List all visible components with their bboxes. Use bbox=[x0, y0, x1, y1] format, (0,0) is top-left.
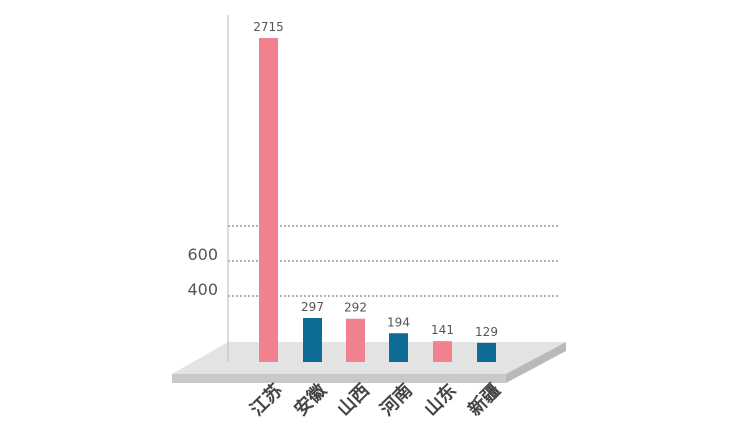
floor-front bbox=[172, 374, 506, 383]
category-labels: 江苏 安徽 山西 河南 山东 新疆 bbox=[246, 379, 505, 421]
category-label: 山西 bbox=[333, 380, 373, 420]
category-label: 江苏 bbox=[246, 379, 287, 420]
bar-4 bbox=[433, 341, 452, 362]
bar-series bbox=[259, 38, 496, 362]
data-label: 2715 bbox=[253, 20, 284, 34]
floor-top bbox=[172, 342, 566, 374]
data-label: 194 bbox=[387, 315, 410, 329]
y-tick-label: 600 bbox=[187, 245, 218, 264]
category-label: 河南 bbox=[376, 379, 417, 420]
data-label: 129 bbox=[475, 325, 498, 339]
data-labels: 2715 297 292 194 141 129 bbox=[253, 20, 498, 339]
y-tick-labels: 400 600 bbox=[187, 245, 218, 299]
bar-2 bbox=[346, 318, 365, 362]
bar-1 bbox=[303, 318, 322, 362]
bar-3 bbox=[389, 333, 408, 362]
category-label: 山东 bbox=[420, 379, 461, 420]
bar-5 bbox=[477, 342, 496, 362]
bar-0 bbox=[259, 38, 278, 362]
data-label: 297 bbox=[301, 300, 324, 314]
category-label: 新疆 bbox=[464, 379, 505, 420]
data-label: 141 bbox=[431, 323, 454, 337]
chart-floor bbox=[172, 342, 566, 383]
category-label: 安徽 bbox=[290, 379, 332, 421]
data-label: 292 bbox=[344, 301, 367, 315]
chart-gridlines bbox=[228, 225, 558, 297]
floor-side bbox=[506, 342, 566, 383]
y-tick-label: 400 bbox=[187, 280, 218, 299]
